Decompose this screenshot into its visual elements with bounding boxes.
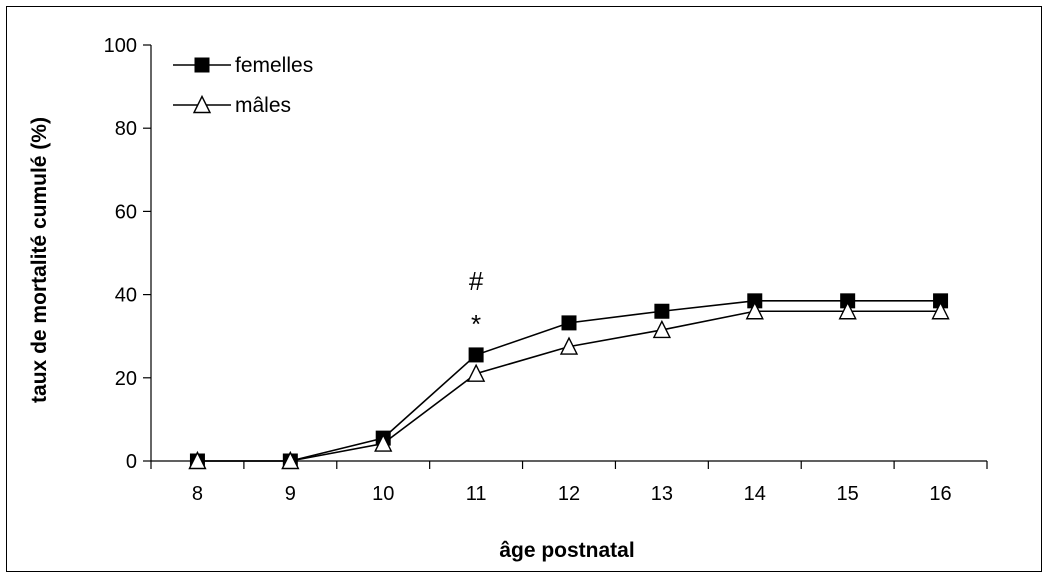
y-tick-label: 80 — [115, 118, 137, 140]
x-tick-label: 16 — [929, 483, 951, 505]
y-tick-label: 60 — [115, 201, 137, 223]
axes: 0 20 40 60 80 100 8 9 10 11 12 13 14 15 16 — [104, 35, 988, 505]
series-males-point — [559, 336, 579, 355]
series-males-point — [188, 450, 207, 470]
x-tick-label: 13 — [651, 483, 673, 505]
series-femelles-point — [561, 315, 577, 331]
y-tick-label: 40 — [115, 285, 137, 307]
hash-annotation: # — [469, 266, 484, 296]
legend-item: mâles — [173, 94, 291, 117]
series-males-point — [466, 363, 486, 382]
series-males-point — [931, 301, 950, 320]
series-femelles — [189, 293, 949, 469]
x-tick-label: 9 — [285, 483, 296, 505]
series-males-point — [838, 301, 857, 320]
y-tick-label: 20 — [115, 368, 137, 390]
x-tick-label: 8 — [192, 483, 203, 505]
series-males-line — [197, 310, 941, 462]
x-tick-label: 10 — [372, 483, 394, 505]
legend-label: mâles — [235, 94, 291, 117]
y-tick-label: 0 — [126, 451, 137, 473]
series-males-point — [281, 450, 300, 470]
asterisk-annotation: * — [471, 309, 481, 339]
y-axis-title: taux de mortalité cumulé (%) — [28, 117, 51, 403]
series-femelles-point — [654, 303, 670, 319]
x-axis-title: âge postnatal — [499, 539, 634, 562]
series-males — [188, 301, 950, 470]
legend-label: femelles — [235, 54, 313, 77]
series-layer — [188, 293, 950, 470]
series-femelles-point — [468, 347, 484, 363]
x-tick-label: 14 — [744, 483, 766, 505]
x-tick-label: 15 — [837, 483, 859, 505]
annotations: #* — [469, 266, 484, 339]
legend-item: femelles — [173, 54, 313, 77]
x-tick-label: 12 — [558, 483, 580, 505]
series-males-point — [374, 433, 393, 452]
series-males-point — [652, 319, 672, 339]
y-axis-ticks: 0 20 40 60 80 100 — [104, 35, 151, 473]
y-tick-label: 100 — [104, 35, 137, 57]
series-males-point — [745, 301, 764, 320]
x-axis-ticks: 8 9 10 11 12 13 14 15 16 — [150, 461, 988, 505]
legend-marker — [194, 57, 210, 73]
chart-frame: 0 20 40 60 80 100 8 9 10 11 12 13 14 15 16 # * femelle… — [6, 6, 1042, 572]
legend-marker — [192, 94, 212, 114]
legend: femelles mâles — [173, 54, 313, 117]
x-tick-label: 11 — [466, 483, 487, 505]
